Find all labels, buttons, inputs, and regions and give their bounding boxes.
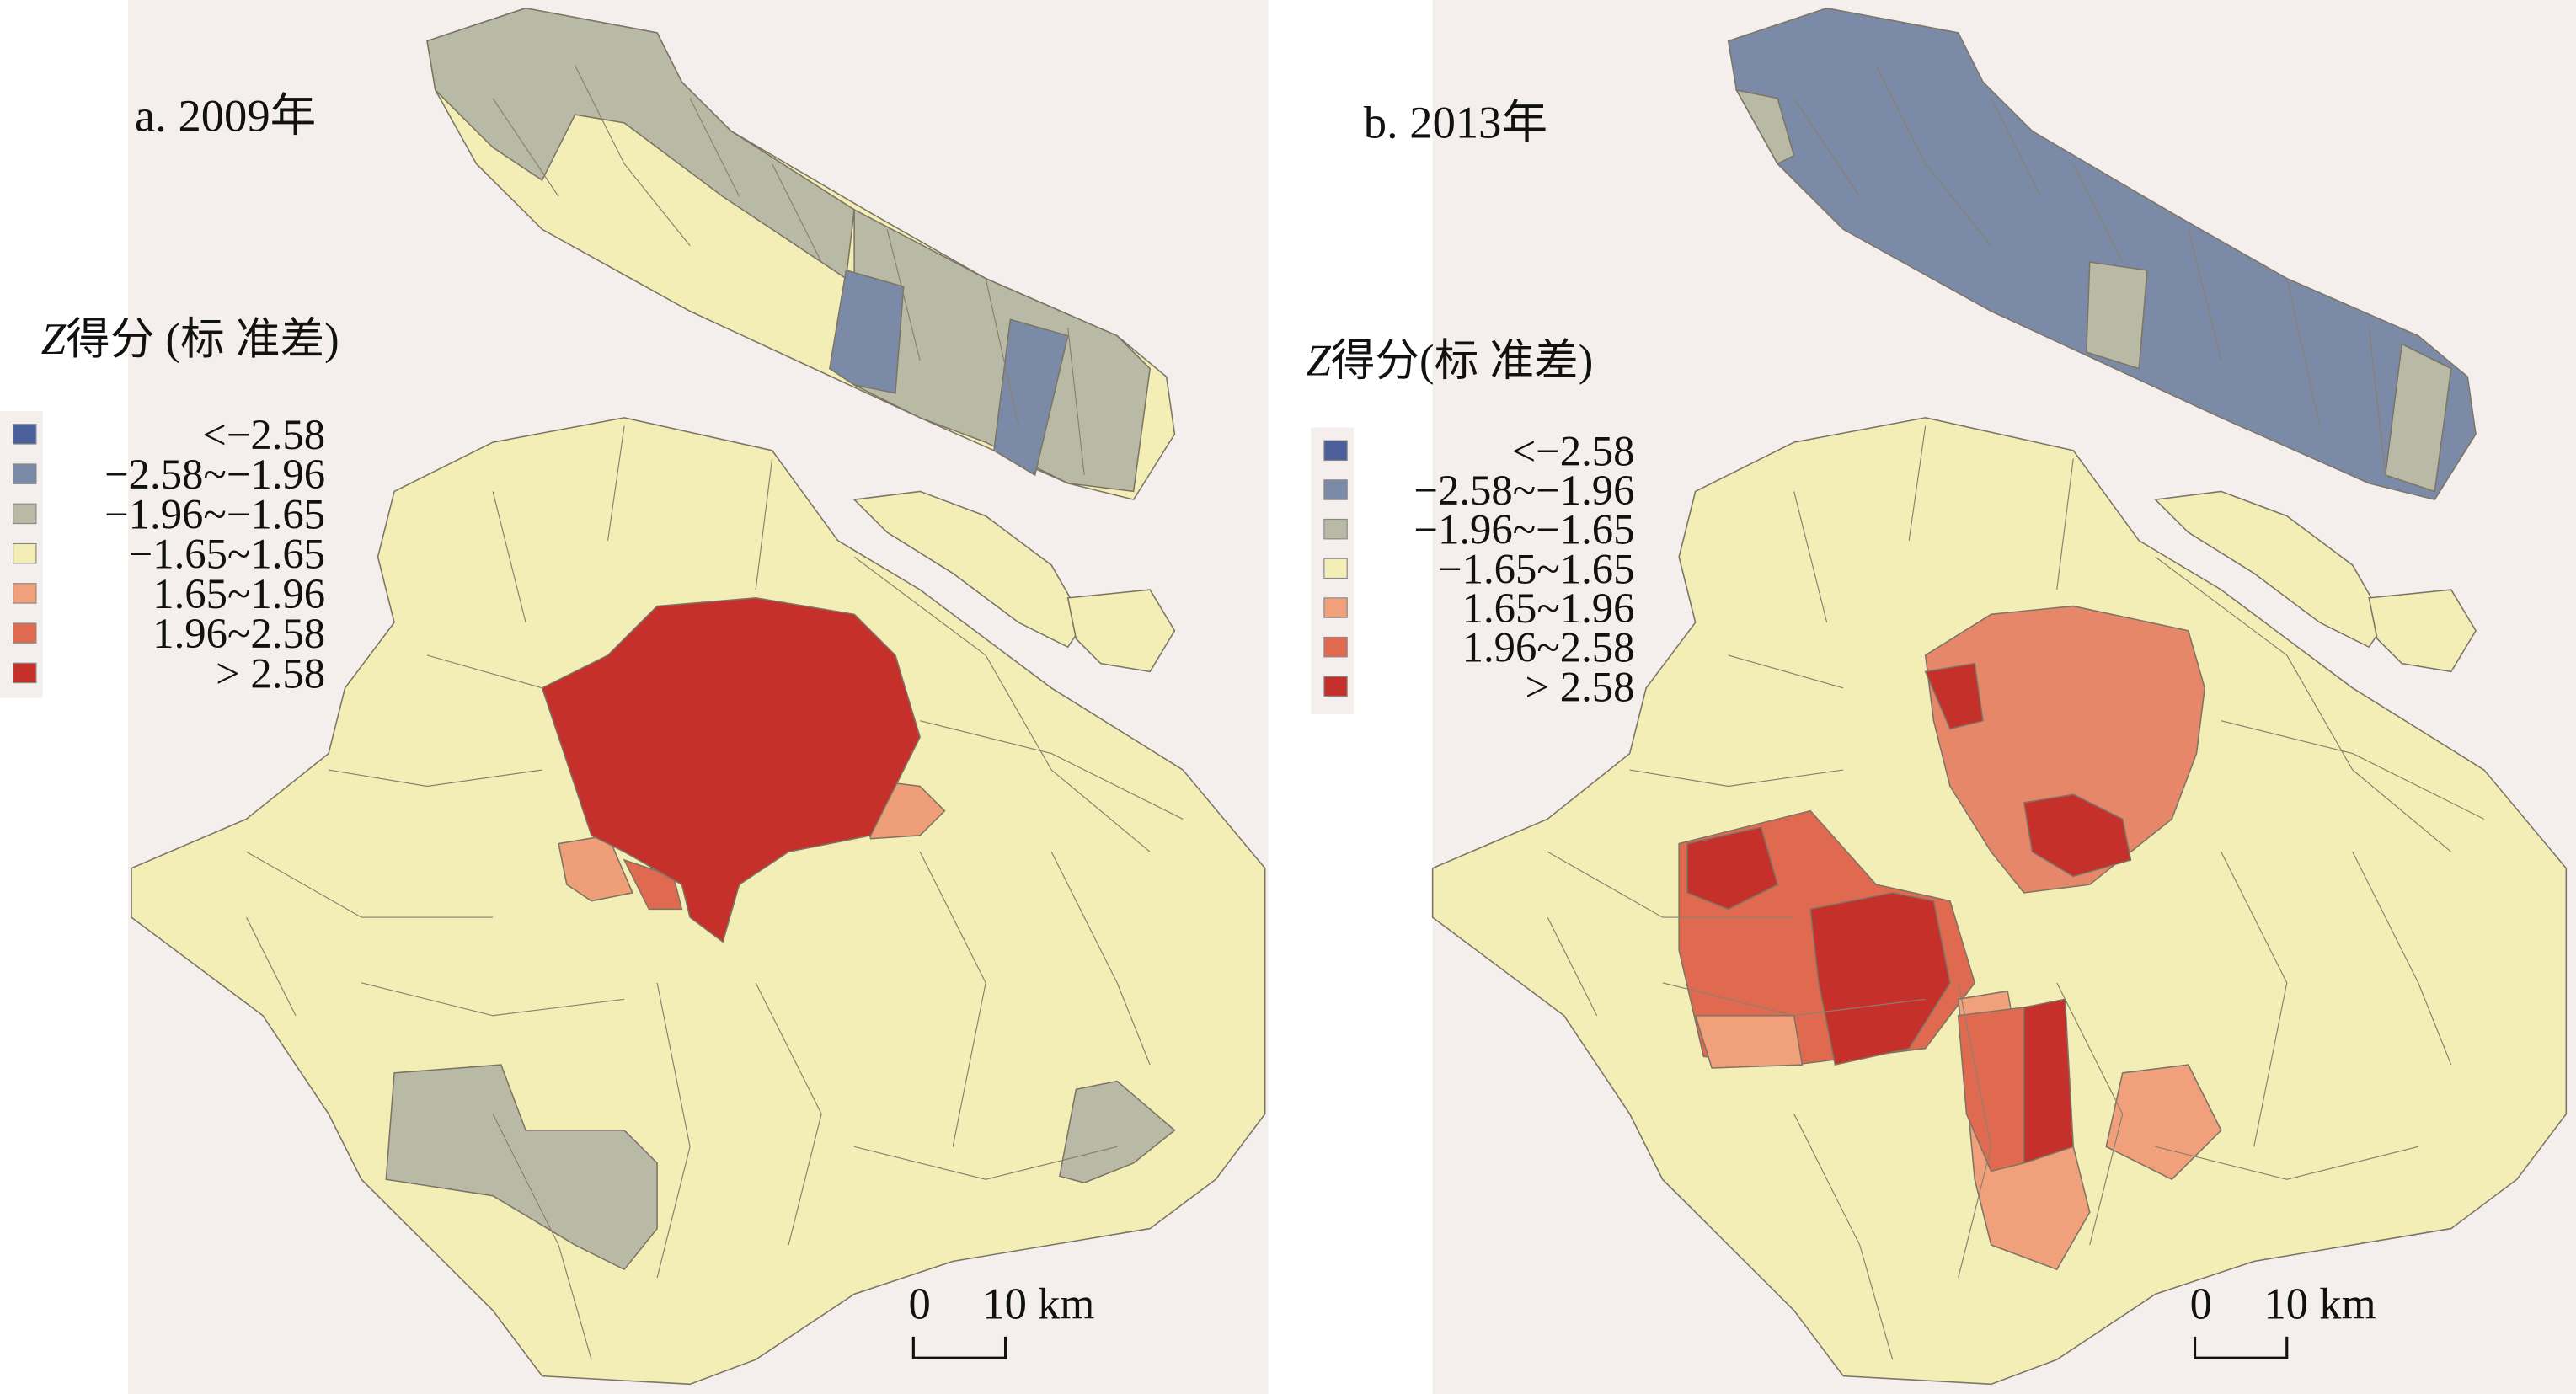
- map-a: [131, 7, 1266, 1386]
- legend-label: <−2.58: [1512, 427, 1635, 474]
- legend-label: > 2.58: [1526, 663, 1635, 710]
- legend-swatch: [1323, 636, 1348, 658]
- panel-title: b. 2013年: [1364, 96, 1547, 147]
- region-grey: [1059, 1080, 1176, 1183]
- legend-title-var: Z: [41, 315, 67, 364]
- region-grey: [1734, 88, 2452, 493]
- legend-swatch: [1323, 479, 1348, 500]
- legend-title: Z得分 (标 准差): [41, 315, 339, 364]
- scale-end: 10 km: [982, 1280, 1094, 1329]
- legend-swatch: [1323, 440, 1348, 462]
- scale-start: 0: [908, 1280, 930, 1329]
- legend-swatch: [13, 662, 37, 684]
- legend-label: 1.65~1.96: [1462, 585, 1635, 632]
- legend-title-text: 得分 (标 准差): [66, 315, 339, 364]
- map-b: [1431, 7, 2568, 1386]
- legend-label: −1.65~1.65: [1438, 545, 1634, 592]
- legend-swatch: [13, 503, 37, 525]
- legend-swatch: [13, 542, 37, 564]
- region-red: [1686, 826, 2075, 1164]
- legend-swatch: [1323, 518, 1348, 540]
- legend-swatch: [13, 622, 37, 644]
- region-orange: [1924, 605, 2206, 894]
- legend-label: 1.96~2.58: [152, 610, 325, 657]
- legend-label: 1.96~2.58: [1462, 624, 1635, 671]
- legend-label: 1.65~1.96: [152, 570, 325, 617]
- scale-end: 10 km: [2263, 1280, 2376, 1329]
- legend-label: <−2.58: [202, 411, 325, 458]
- legend-label: −1.96~−1.65: [1414, 506, 1634, 553]
- legend-label: > 2.58: [216, 649, 325, 697]
- legend-swatch: [1323, 597, 1348, 618]
- legend-title-text: 得分(标 准差): [1331, 336, 1594, 385]
- legend-swatch: [13, 583, 37, 604]
- scale-bar: [911, 1336, 1007, 1359]
- region-red: [1924, 662, 2132, 878]
- legend-label: −2.58~−1.96: [1414, 467, 1634, 514]
- scale-start: 0: [2190, 1280, 2212, 1329]
- region-grey: [426, 7, 855, 280]
- legend-swatch: [13, 463, 37, 484]
- region-blue: [829, 269, 1069, 477]
- legend-label: −1.96~−1.65: [104, 490, 325, 537]
- region-red: [541, 597, 921, 943]
- legend-label: −1.65~1.65: [129, 531, 325, 578]
- region-orange: [1957, 1007, 2025, 1172]
- legend-title: Z得分(标 准差): [1306, 336, 1593, 385]
- panel-title: a. 2009年: [135, 90, 316, 142]
- legend-label: −2.58~−1.96: [104, 451, 325, 498]
- scale-bar: [2193, 1336, 2289, 1359]
- legend-swatch: [1323, 558, 1348, 579]
- legend-swatch: [1323, 676, 1348, 697]
- region-grey: [385, 1064, 658, 1271]
- legend-swatch: [13, 424, 37, 445]
- legend-title-var: Z: [1306, 336, 1331, 385]
